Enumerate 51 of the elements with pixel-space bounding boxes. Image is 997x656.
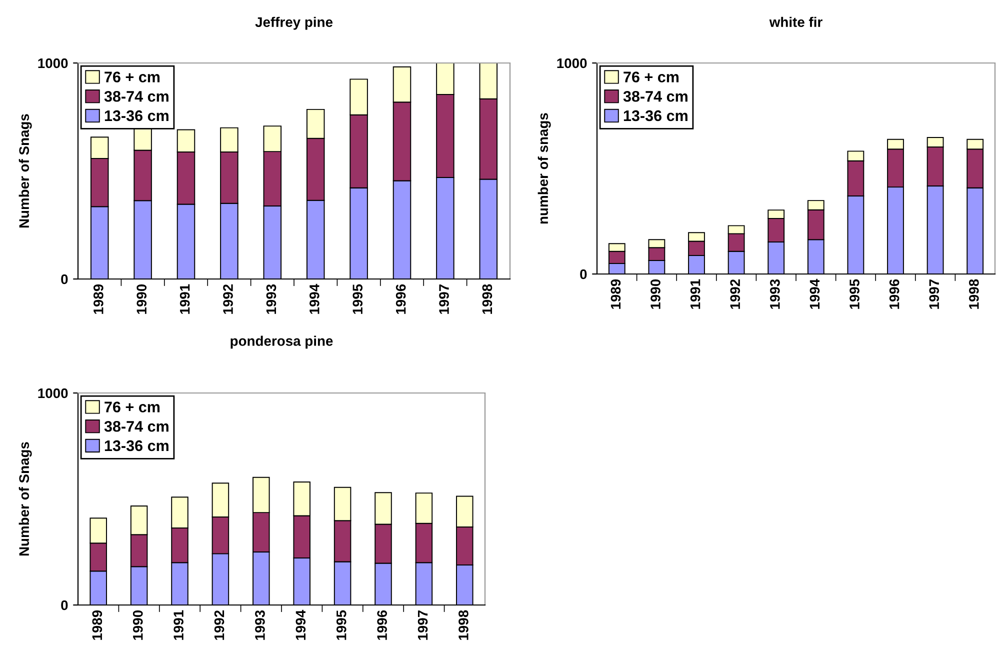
x-tick-label: 1998 [482,284,492,314]
chart-title: ponderosa pine [230,336,333,349]
x-tick-label: 1993 [770,279,780,309]
y-axis-title: Number of Snags [18,114,32,228]
legend-label: 38-74 cm [104,90,168,102]
x-tick-label: 1996 [396,284,406,314]
legend-label: 76 + cm [624,72,679,82]
x-tick-label: 1993 [255,610,265,640]
x-tick-label: 1997 [929,279,940,309]
y-tick-label: 1000 [38,388,68,398]
x-tick-label: 1994 [296,610,306,640]
x-tick-label: 1996 [889,279,900,309]
x-tick-label: 1997 [418,610,428,640]
legend-label: 38-74 cm [623,90,688,102]
x-tick-label: 1990 [132,610,143,640]
x-tick-label: 1998 [968,279,979,309]
legend-label: 13-36 cm [104,110,168,122]
x-tick-label: 1990 [136,284,147,314]
y-tick-label: 0 [61,274,68,284]
y-axis-title: number of snags [538,113,551,224]
x-tick-label: 1996 [377,610,387,640]
x-tick-label: 1991 [690,279,700,309]
legend-label: 76 + cm [104,402,160,412]
y-tick-label: 1000 [38,58,68,68]
x-tick-label: 1991 [174,610,184,640]
x-tick-label: 1989 [93,284,104,314]
x-tick-label: 1992 [730,279,740,309]
x-tick-label: 1994 [810,278,820,309]
x-tick-label: 1994 [309,284,320,314]
x-tick-label: 1989 [610,279,621,309]
chart-title: Jeffrey pine [255,16,333,30]
chart-title: white fir [769,16,822,28]
x-tick-label: 1992 [214,610,224,640]
x-tick-label: 1991 [180,284,190,314]
x-tick-label: 1997 [439,284,449,314]
y-tick-label: 0 [61,600,68,610]
legend-label: 38-74 cm [104,420,168,432]
legend-label: 76 + cm [104,72,160,82]
y-tick-label: 0 [580,269,587,280]
x-tick-label: 1995 [336,610,346,640]
x-tick-label: 1995 [352,284,363,314]
x-tick-label: 1995 [850,279,860,309]
x-tick-label: 1992 [223,284,233,314]
y-tick-label: 1000 [557,58,587,68]
x-tick-label: 1989 [92,610,102,640]
legend-label: 13-36 cm [104,440,168,452]
x-tick-label: 1993 [266,284,276,314]
legend-label: 13-36 cm [624,110,688,122]
y-axis-title: Number of Snags [18,442,32,556]
x-tick-label: 1998 [458,610,468,640]
x-tick-label: 1990 [650,279,660,309]
